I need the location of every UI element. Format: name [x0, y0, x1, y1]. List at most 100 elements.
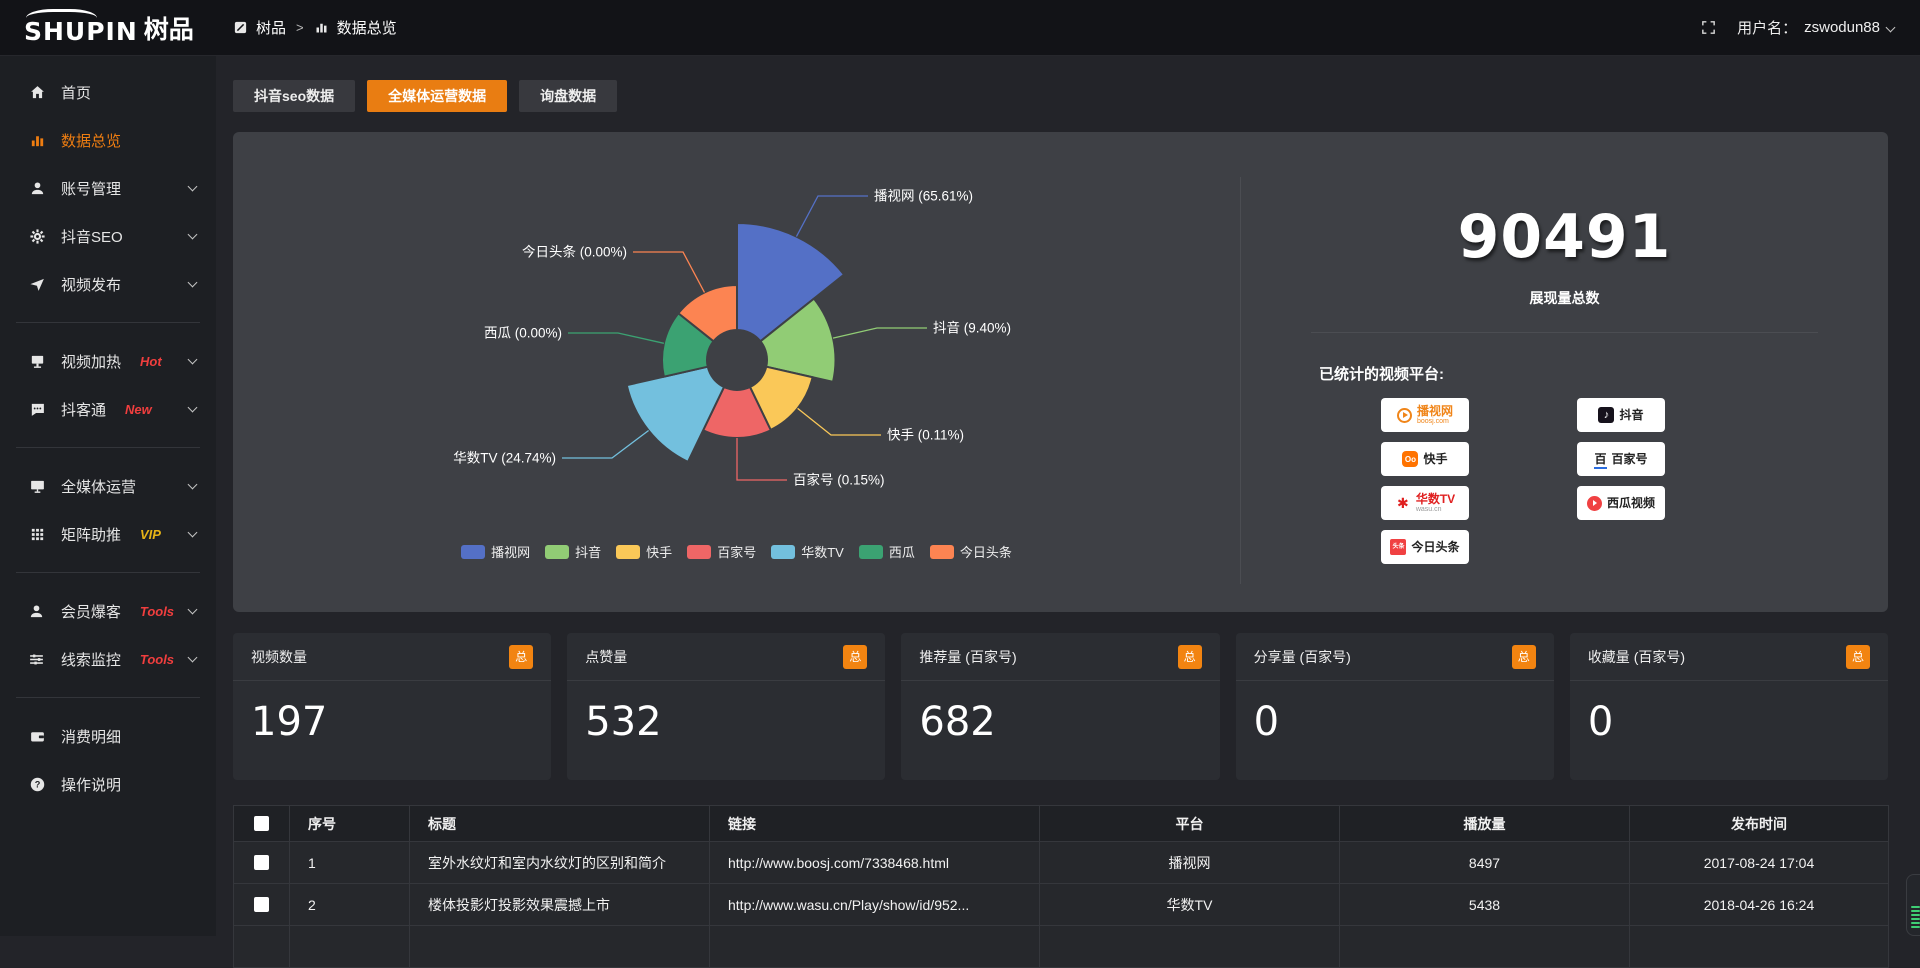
- legend-item-3[interactable]: 百家号: [687, 542, 756, 561]
- chevron-down-icon: [188, 605, 198, 615]
- empty-cell: [1630, 926, 1889, 968]
- platform-badge-xigua: 西瓜视频: [1577, 486, 1665, 520]
- platform-name: 百家号: [1612, 453, 1648, 466]
- cell-video-link[interactable]: http://www.boosj.com/7338468.html: [710, 842, 1040, 884]
- sidebar-divider: [16, 447, 200, 448]
- logo-text: SHUPIN: [24, 17, 138, 46]
- sidebar-item-label: 全媒体运营: [61, 476, 136, 497]
- gear-icon: [28, 228, 46, 245]
- xigua-logo-icon: [1587, 496, 1602, 511]
- sidebar-item-11[interactable]: 消费明细: [0, 712, 216, 760]
- platform-badge-toutiao: 头条今日头条: [1381, 530, 1469, 564]
- breadcrumb-home[interactable]: 树品: [256, 17, 286, 38]
- legend-item-1[interactable]: 抖音: [545, 542, 601, 561]
- sidebar-item-label: 矩阵助推: [61, 524, 121, 545]
- row-checkbox-cell: [234, 842, 290, 884]
- stat-card-value: 532: [567, 681, 885, 745]
- tab-2[interactable]: 询盘数据: [519, 80, 617, 112]
- sidebar-item-3[interactable]: 抖音SEO: [0, 212, 216, 260]
- empty-cell: [290, 926, 410, 968]
- cell-video-link[interactable]: http://www.wasu.cn/Play/show/id/952...: [710, 884, 1040, 926]
- stat-card-value: 682: [901, 681, 1219, 745]
- send-icon: [28, 276, 46, 293]
- legend-item-0[interactable]: 播视网: [461, 542, 530, 561]
- tab-1[interactable]: 全媒体运营数据: [367, 80, 507, 112]
- cell-plays: 5438: [1340, 884, 1630, 926]
- empty-cell: [710, 926, 1040, 968]
- cell-video-title[interactable]: 室外水纹灯和室内水纹灯的区别和简介: [410, 842, 710, 884]
- legend-label: 西瓜: [889, 542, 915, 561]
- row-checkbox[interactable]: [254, 855, 269, 870]
- pie-labelline-4: [562, 430, 649, 458]
- cell-time: 2017-08-24 17:04: [1630, 842, 1889, 884]
- sidebar-item-12[interactable]: ?操作说明: [0, 760, 216, 808]
- cell-time: 2018-04-26 16:24: [1630, 884, 1889, 926]
- pie-slice-4[interactable]: [627, 367, 724, 462]
- chevron-down-icon: [188, 278, 198, 288]
- pie-label-5: 西瓜 (0.00%): [484, 326, 562, 341]
- legend-item-6[interactable]: 今日头条: [930, 542, 1012, 561]
- chevron-down-icon: [188, 653, 198, 663]
- empty-cell: [1340, 926, 1630, 968]
- breadcrumb-current[interactable]: 数据总览: [337, 17, 397, 38]
- pie-chart: 播视网 (65.61%)抖音 (9.40%)快手 (0.11%)百家号 (0.1…: [233, 132, 1240, 612]
- total-impressions-label: 展现量总数: [1241, 288, 1888, 308]
- sidebar-item-4[interactable]: 视频发布: [0, 260, 216, 308]
- sidebar-item-tag: Tools: [140, 652, 174, 667]
- cell-index: 2: [290, 884, 410, 926]
- platform-name: 播视网: [1417, 405, 1453, 418]
- table-header-5: 发布时间: [1630, 806, 1889, 842]
- horizontal-divider: [1311, 332, 1818, 333]
- sidebar-item-0[interactable]: 首页: [0, 68, 216, 116]
- stat-card-header: 收藏量 (百家号)总: [1570, 633, 1888, 681]
- chart-legend: 播视网抖音 快手百家号华数TV 西瓜 今日头条: [233, 542, 1240, 561]
- legend-item-4[interactable]: 华数TV: [771, 542, 844, 561]
- table-header-3: 平台: [1040, 806, 1340, 842]
- legend-swatch: [616, 545, 640, 559]
- pie-labelline-3: [737, 438, 787, 480]
- legend-swatch: [771, 545, 795, 559]
- widget-bar: [1911, 922, 1920, 924]
- stat-card-label: 分享量 (百家号): [1254, 647, 1351, 667]
- sidebar-item-tag: Hot: [140, 354, 162, 369]
- select-all-checkbox[interactable]: [254, 816, 269, 831]
- table-row-partial: [234, 926, 1889, 968]
- legend-item-5[interactable]: 西瓜: [859, 542, 915, 561]
- table-head: 序号标题链接平台播放量发布时间: [234, 806, 1889, 842]
- legend-swatch: [859, 545, 883, 559]
- toutiao-logo-icon: 头条: [1390, 539, 1406, 555]
- sidebar-item-7[interactable]: 全媒体运营: [0, 462, 216, 510]
- chevron-down-icon: [188, 528, 198, 538]
- legend-label: 今日头条: [960, 542, 1012, 561]
- user-icon: [28, 603, 46, 620]
- tab-0[interactable]: 抖音seo数据: [233, 80, 355, 112]
- fullscreen-icon[interactable]: [1700, 19, 1717, 36]
- logo-arc: [26, 9, 97, 18]
- legend-item-2[interactable]: 快手: [616, 542, 672, 561]
- cell-video-title[interactable]: 楼体投影灯投影效果震撼上市: [410, 884, 710, 926]
- main-content: 抖音seo数据全媒体运营数据询盘数据 播视网 (65.61%)抖音 (9.40%…: [216, 56, 1920, 936]
- chevron-down-icon: [188, 182, 198, 192]
- sidebar-item-label: 会员爆客: [61, 601, 121, 622]
- kuaishou-logo-icon: Oo: [1402, 451, 1418, 467]
- topbar-right: 用户名：zswodun88: [1700, 17, 1920, 38]
- sidebar-item-2[interactable]: 账号管理: [0, 164, 216, 212]
- empty-cell: [410, 926, 710, 968]
- sidebar-item-label: 视频发布: [61, 274, 121, 295]
- sidebar-item-1[interactable]: 数据总览: [0, 116, 216, 164]
- legend-label: 快手: [646, 542, 672, 561]
- user-menu[interactable]: 用户名：zswodun88: [1737, 17, 1894, 38]
- floating-helper-widget[interactable]: [1906, 874, 1920, 936]
- row-checkbox[interactable]: [254, 897, 269, 912]
